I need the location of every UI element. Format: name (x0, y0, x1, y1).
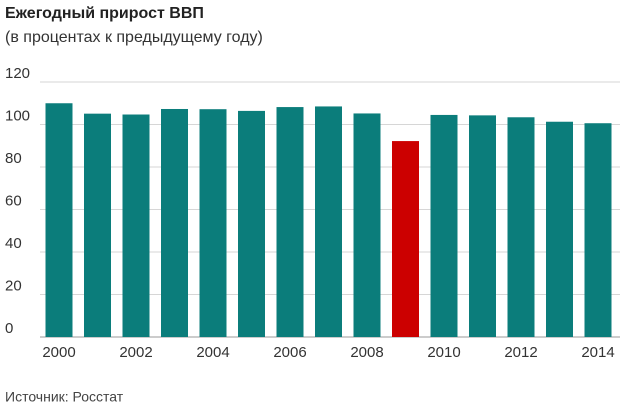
y-tick-label: 0 (5, 320, 13, 337)
x-tick-label: 2002 (119, 344, 152, 361)
chart-subtitle: (в процентах к предыдущему году) (5, 29, 263, 46)
bar (122, 114, 150, 337)
x-tick-label: 2012 (504, 344, 537, 361)
x-tick-label: 2010 (427, 344, 460, 361)
x-tick-label: 2008 (350, 344, 383, 361)
bar (507, 117, 535, 338)
x-tick-label: 2006 (273, 344, 306, 361)
y-tick-label: 60 (5, 192, 22, 209)
bar (584, 123, 612, 337)
bar (161, 108, 188, 337)
x-tick-label: 2014 (581, 344, 614, 361)
bar (45, 103, 73, 337)
bar (353, 113, 381, 337)
x-tick-label: 2000 (42, 344, 75, 361)
bar (238, 110, 265, 338)
x-tick-label: 2004 (196, 344, 229, 361)
bar (315, 106, 342, 337)
source-note: Источник: Росстат (5, 389, 124, 405)
bar (392, 141, 419, 337)
bar (430, 114, 458, 337)
bar (469, 115, 496, 337)
y-tick-label: 100 (5, 107, 30, 124)
bar (199, 109, 227, 337)
bar (276, 107, 304, 337)
y-tick-label: 40 (5, 235, 22, 252)
y-tick-label: 80 (5, 150, 22, 167)
bar (84, 113, 111, 337)
y-tick-label: 20 (5, 277, 22, 294)
chart-title: Ежегодный прирост ВВП (5, 5, 204, 22)
bar (546, 121, 573, 337)
y-tick-label: 120 (5, 65, 30, 82)
